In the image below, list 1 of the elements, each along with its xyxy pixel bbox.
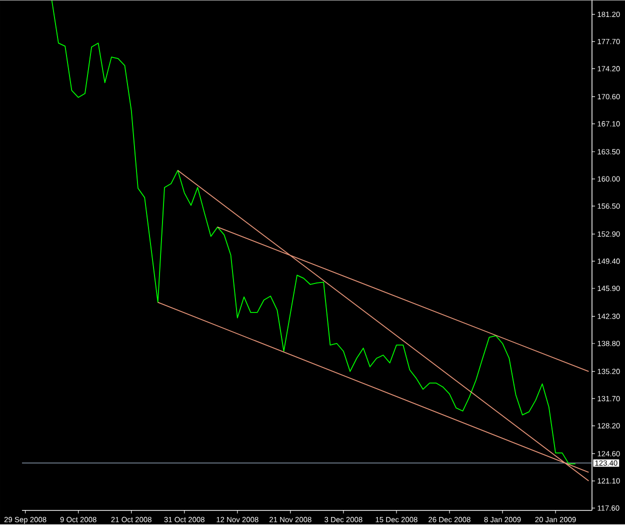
line-series [51, 0, 576, 464]
